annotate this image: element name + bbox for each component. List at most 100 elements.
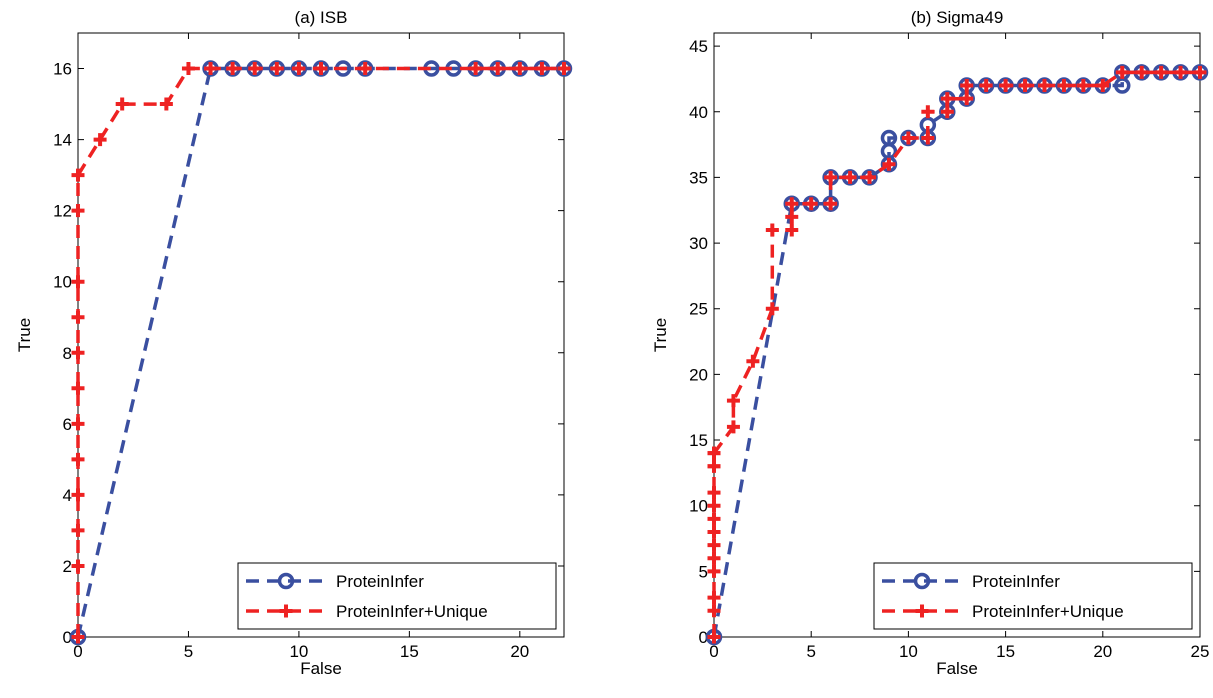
chart-2-series-2-point [1096,79,1110,93]
chart-1-series-2-point [535,62,549,76]
chart-1-xtick-label: 20 [510,642,529,661]
chart-2-legend-label: ProteinInfer+Unique [972,602,1124,621]
chart-2-series-2-point [707,486,721,500]
chart-2-ytick-label: 35 [689,168,708,187]
chart-2-ytick-label: 0 [699,628,708,647]
chart-1-xtick-label: 15 [400,642,419,661]
chart-1-series-2-point [270,62,284,76]
chart-2-series-1-line [712,70,1200,638]
chart-2-series-2-point [960,79,974,93]
chart-2-ytick-label: 5 [699,562,708,581]
chart-1-ytick-label: 12 [53,202,72,221]
chart-2-series-2-point [999,79,1013,93]
chart-2-series-2-point [1076,79,1090,93]
chart-1-series-2-point [181,62,195,76]
chart-1-series-2-point [71,204,85,218]
chart-2-legend: ProteinInfer ProteinInfer+Unique [873,562,1193,630]
chart-2-series-2-point [804,197,818,211]
chart-2-panel: (b) Sigma49 0 5 10 15 20 25 0 5 10 15 20 25 30 35 40 45 F… [651,8,1209,678]
chart-1-legend-entry: ProteinInfer [246,572,424,591]
chart-1-series-2-point [71,559,85,573]
chart-2-series-2-point [707,564,721,578]
chart-2-legend-entry: ProteinInfer+Unique [882,602,1124,621]
chart-2-series-1-point [880,129,898,147]
chart-2-axes-frame [713,32,1201,638]
chart-1-series-2-point [71,523,85,537]
chart-1-legend-swatch-marker [277,572,295,590]
chart-2-series-2-point [707,604,721,618]
chart-2-series-2-point [921,105,935,119]
chart-2-series-2-point [707,630,721,644]
chart-1-xtick-label: 10 [289,642,308,661]
chart-2-title: (b) Sigma49 [911,8,1004,27]
chart-2-series-2-point [1037,79,1051,93]
chart-1-title: (a) ISB [295,8,348,27]
chart-2-series-2-point [765,302,779,316]
chart-2-series-2-point [707,459,721,473]
chart-1-series-2-point [71,488,85,502]
chart-1-series-2-point [248,62,262,76]
chart-1-legend-entry: ProteinInfer+Unique [246,602,488,621]
chart-1-legend-swatch-marker [279,604,293,618]
chart-1-ytick-label: 0 [63,628,72,647]
chart-2-series-2-point [785,210,799,224]
chart-1-series-2-point [159,97,173,111]
chart-1-series-2-point [115,97,129,111]
chart-2-legend-swatch-marker [913,572,931,590]
chart-1-panel: (a) ISB 0 5 10 15 20 0 2 4 6 8 10 12 14 16 False True Pro… [15,8,573,678]
chart-2-series-2-point [707,499,721,513]
chart-2-series-2-point [960,92,974,106]
chart-2-xtick-label: 20 [1093,642,1112,661]
chart-1-series-2-point [226,62,240,76]
chart-2-series-2-point [882,157,896,171]
chart-2-series-2-point [1174,65,1188,79]
chart-1-legend-label: ProteinInfer [336,572,424,591]
chart-2-xtick-label: 0 [709,642,718,661]
chart-2-xtick-label: 5 [806,642,815,661]
chart-2-series-2-point [746,354,760,368]
chart-2-ytick-label: 45 [689,37,708,56]
chart-1-series-2-point [204,62,218,76]
chart-1-ytick-label: 6 [63,415,72,434]
chart-1-legend: ProteinInfer ProteinInfer+Unique [237,562,557,630]
chart-2-legend-entry: ProteinInfer [882,572,1060,591]
chart-1-xlabel: False [300,659,342,678]
chart-1-series-2-point [292,62,306,76]
chart-2-xtick-label: 15 [996,642,1015,661]
chart-2-ytick-label: 40 [689,103,708,122]
chart-2-series-2-point [707,525,721,539]
chart-1-ytick-label: 8 [63,344,72,363]
chart-1-ytick-label: 14 [53,131,72,150]
chart-2-series-2-point [1135,65,1149,79]
chart-2-xlabel: False [936,659,978,678]
chart-1-legend-label: ProteinInfer+Unique [336,602,488,621]
chart-1-ytick-label: 2 [63,557,72,576]
chart-2-ytick-label: 20 [689,365,708,384]
chart-2-legend-label: ProteinInfer [972,572,1060,591]
chart-1-series-2 [71,62,571,644]
chart-2-ytick-label: 10 [689,497,708,516]
chart-2-xtick-label: 25 [1191,642,1210,661]
chart-2-series-2 [707,65,1207,644]
chart-2-series-2-point [979,79,993,93]
chart-2-series-2-point [765,223,779,237]
chart-2-series-2-point [707,538,721,552]
chart-2-legend-swatch-marker [915,604,929,618]
chart-2-series-2-point [824,170,838,184]
chart-2-series-2-point [785,223,799,237]
chart-1-series-2-point [491,62,505,76]
chart-1-series-2-point [71,381,85,395]
chart-2-ytick-label: 25 [689,300,708,319]
chart-2-series-2-point [707,512,721,526]
chart-1-series-2-line [76,66,564,637]
chart-1-series-2-point [314,62,328,76]
chart-2-ytick-label: 15 [689,431,708,450]
chart-1-series-2-point [71,275,85,289]
chart-2-series-2-point [1193,65,1207,79]
chart-2-series-2-point [1018,79,1032,93]
chart-1-series-2-point [71,310,85,324]
chart-1-series-2-point [71,417,85,431]
chart-2-series-2-point [901,131,915,145]
chart-1-series-2-point [93,133,107,147]
